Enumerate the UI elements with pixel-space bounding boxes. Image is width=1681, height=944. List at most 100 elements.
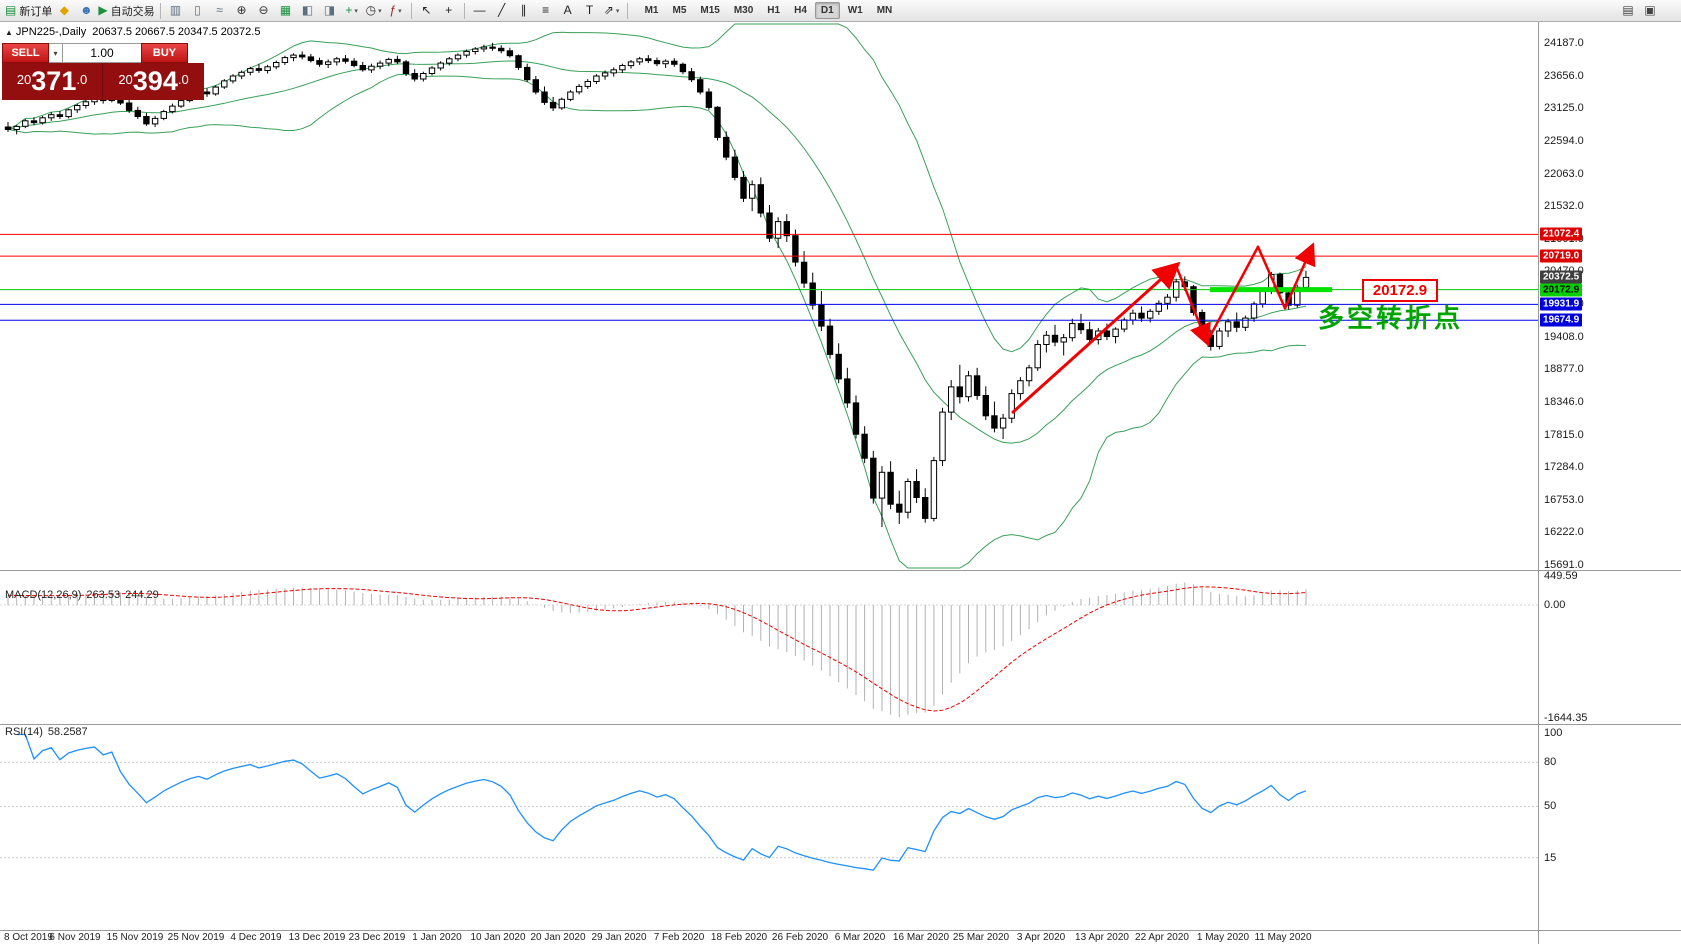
indicators-icon-caret[interactable]: ▾ [398,7,402,15]
equidistant-channel-icon[interactable]: ∥ [514,1,534,20]
macd-name: MACD(12,26,9) [5,589,82,601]
autotrading-button[interactable]: ▶ 自动交易 [98,1,154,20]
new-chart-icon[interactable]: + ▾ [342,1,362,20]
new-chart-icon-caret[interactable]: ▾ [354,7,358,15]
new-order-button: ▤ [5,3,17,17]
period-icon: ◷ [365,3,377,17]
buy-button[interactable]: BUY [141,43,188,63]
price-axis-label: 23125.0 [1544,102,1584,115]
candlestick-chart-icon: ▯ [194,3,201,17]
text-icon[interactable]: A [558,1,578,20]
profiles-icon: ◆ [59,3,69,17]
date-axis-label: 26 Feb 2020 [771,932,829,943]
volume-dropdown-icon[interactable]: ▾ [49,43,63,63]
candlestick-chart-icon[interactable]: ▯ [188,1,208,20]
price-axis-label: 18346.0 [1544,395,1584,408]
date-axis-label: 7 Feb 2020 [653,932,705,943]
timeframe-h4[interactable]: H4 [794,5,807,16]
price-axis-label: 18877.0 [1544,363,1584,376]
auto-scroll-icon[interactable]: ◧ [298,1,318,20]
buy-price-frac: .0 [177,72,189,87]
date-axis-label: 25 Mar 2020 [952,932,1010,943]
timeframe-m1[interactable]: M1 [644,5,659,16]
buy-price-prefix: 20 [118,72,133,87]
price-axis-label: 16753.0 [1544,493,1584,506]
timeframe-group: M1 M5 M15 M30 H1 H4 D1 W1 MN [638,2,900,19]
market-watch-icon[interactable]: ☻ [76,1,96,20]
date-axis-label: 13 Dec 2019 [288,932,346,943]
one-click-collapse-icon[interactable]: ▲ [5,28,13,37]
chart-shift-icon[interactable]: ◨ [320,1,340,20]
date-axis-label: 8 Oct 2019 [4,932,53,943]
toolbar-separator [463,2,465,19]
sell-button[interactable]: SELL [2,43,49,63]
arrows-icon[interactable]: ⇗ ▾ [602,1,622,20]
trend-zigzag[interactable] [1011,242,1316,414]
macd-axis-label: 0.00 [1544,599,1566,611]
zoom-in-icon[interactable]: ⊕ [232,1,252,20]
window-layout-icon: ▣ [1644,3,1656,17]
rsi-axis-label: 80 [1544,756,1557,769]
line-chart-icon: ≈ [216,3,223,17]
crosshair-icon[interactable]: + [439,1,459,20]
period-icon[interactable]: ◷ ▾ [364,1,384,20]
chart-list-icon[interactable]: ▤ [1618,1,1638,20]
trendline-icon[interactable]: ╱ [492,1,512,20]
price-level-badge: 20172.9 [1540,283,1583,297]
date-axis-label: 16 Mar 2020 [892,932,950,943]
date-axis-label: 11 May 2020 [1254,932,1312,943]
profiles-icon[interactable]: ◆ [54,1,74,20]
sell-price[interactable]: 20 371.0 [2,63,103,100]
zoom-out-icon[interactable]: ⊖ [254,1,274,20]
auto-scroll-icon: ◧ [301,3,314,17]
price-level-badge: 19931.9 [1540,297,1583,311]
timeframe-h1[interactable]: H1 [767,5,781,16]
chart-title: JPN225-,Daily [15,26,87,38]
timeframe-m30[interactable]: M30 [733,5,754,16]
price-axis-label: 23656.0 [1544,69,1584,82]
text-label-icon: T [585,3,594,17]
rsi-axis-label: 50 [1544,800,1557,813]
date-axis-label: 20 Jan 2020 [530,932,586,943]
equidistant-channel-icon: ∥ [520,3,527,17]
indicators-icon[interactable]: ƒ ▾ [386,1,406,20]
rsi-indicator-label: RSI(14) 58.2587 [5,726,93,738]
fibonacci-icon[interactable]: ≡ [536,1,556,20]
price-axis-label: 17815.0 [1544,428,1584,441]
text-label-icon[interactable]: T [580,1,600,20]
sell-price-prefix: 20 [16,72,32,87]
volume-input[interactable] [63,43,141,63]
bar-chart-icon[interactable]: ▥ [166,1,186,20]
timeframe-d1[interactable]: D1 [814,2,840,19]
cursor-icon[interactable]: ↖ [417,1,437,20]
period-icon-caret[interactable]: ▾ [378,7,382,15]
price-axis-label: 22063.0 [1544,167,1584,180]
timeframe-m15[interactable]: M15 [700,5,720,16]
arrows-icon-caret[interactable]: ▾ [615,7,620,15]
chart-ohlc-values: 20637.5 20667.5 20347.5 20372.5 [92,26,261,38]
trendline-icon: ╱ [497,3,506,17]
macd-signal-value: 244.29 [125,589,159,601]
window-layout-icon[interactable]: ▣ [1640,1,1660,20]
toolbar-right-group: ▤ ▣ [1617,1,1661,20]
horizontal-line-icon[interactable]: — [470,1,490,20]
timeframe-w1[interactable]: W1 [847,5,863,16]
date-axis-label: 29 Jan 2020 [591,932,647,943]
buy-price[interactable]: 20 394.0 [103,63,204,100]
line-chart-icon[interactable]: ≈ [210,1,230,20]
tile-windows-icon[interactable]: ▦ [276,1,296,20]
autotrading-button-label: 自动交易 [110,5,155,18]
timeframe-m5[interactable]: M5 [672,5,687,16]
date-axis-label: 15 Nov 2019 [106,932,164,943]
level-price-label[interactable]: 20172.9 [1362,279,1438,302]
date-axis-label: 1 Jan 2020 [412,932,462,943]
date-axis-label: 1 May 2020 [1196,932,1250,943]
timeframe-mn[interactable]: MN [876,5,893,16]
price-axis-label: 24187.0 [1544,37,1584,49]
current-price-badge: 20372.5 [1540,270,1583,284]
new-order-button[interactable]: ▤ 新订单 [5,1,52,20]
macd-pane [0,582,1538,717]
toolbar: ▤ 新订单 ◆ ☻ ▶ 自动交易 ▥ ▯ ≈ ⊕ ⊖ ▦ ◧ ◨ + ▾ ◷ ▾ ƒ ▾ ↖ + — ╱ ∥ ≡ A T ⇗ ▾ M1 M5 M… [0,0,1681,22]
